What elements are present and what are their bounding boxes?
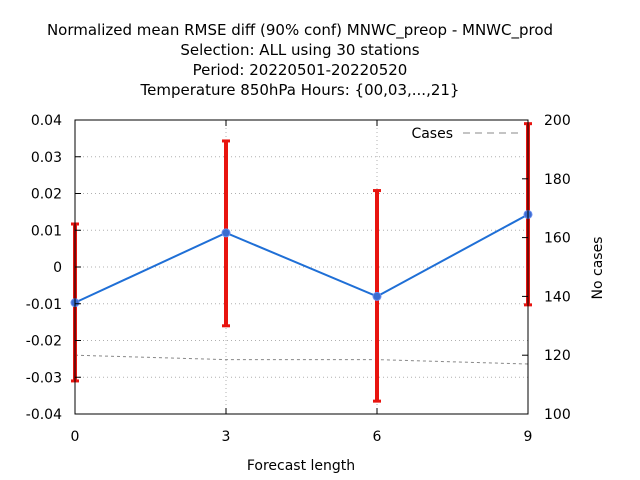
cases-line <box>74 354 529 365</box>
y-tick-label: -0.02 <box>26 334 62 350</box>
error-bars <box>71 122 532 403</box>
y-tick-label: 0.03 <box>31 150 62 166</box>
y2-axis-label: No cases <box>590 237 606 300</box>
grid-lines <box>75 120 528 414</box>
y2-tick-label: 200 <box>544 113 571 129</box>
plot-frame <box>74 119 529 415</box>
x-tick-label: 0 <box>71 429 80 445</box>
y2-tick-label: 180 <box>544 172 571 188</box>
title-line-1: Normalized mean RMSE diff (90% conf) MNW… <box>47 21 553 40</box>
data-point <box>372 291 382 301</box>
y-tick-label: -0.01 <box>26 297 62 313</box>
y-tick-label: -0.03 <box>26 370 62 386</box>
y-tick-label: 0.01 <box>31 223 62 239</box>
x-tick-label: 6 <box>373 429 382 445</box>
y-tick-label: -0.04 <box>26 407 62 423</box>
rmse-diff-series <box>70 209 533 308</box>
title-line-4: Temperature 850hPa Hours: {00,03,...,21} <box>140 81 460 99</box>
y2-tick-label: 140 <box>544 289 571 305</box>
y2-tick-label: 100 <box>544 407 571 423</box>
rmse-diff-line <box>74 213 529 304</box>
x-tick-label: 9 <box>524 429 533 445</box>
data-point <box>221 228 231 238</box>
y2-tick-label: 120 <box>544 348 571 364</box>
title-line-3: Period: 20220501-20220520 <box>193 61 408 79</box>
legend: Cases <box>411 126 520 142</box>
y-tick-label: 0.02 <box>31 187 62 203</box>
axis-ticks: -0.04 -0.03 -0.02 -0.01 0 0.01 0.02 0.03 0.04 0 3 6… <box>26 113 571 445</box>
x-axis-label: Forecast length <box>247 458 355 474</box>
legend-label-cases: Cases <box>411 126 453 142</box>
y-tick-label: 0.04 <box>31 113 62 129</box>
title-line-2: Selection: ALL using 30 stations <box>180 41 419 59</box>
y2-tick-label: 160 <box>544 231 571 247</box>
cases-series <box>74 354 529 365</box>
x-tick-label: 3 <box>222 429 231 445</box>
chart-title: Normalized mean RMSE diff (90% conf) MNW… <box>47 21 553 99</box>
y-tick-label: 0 <box>53 260 62 276</box>
